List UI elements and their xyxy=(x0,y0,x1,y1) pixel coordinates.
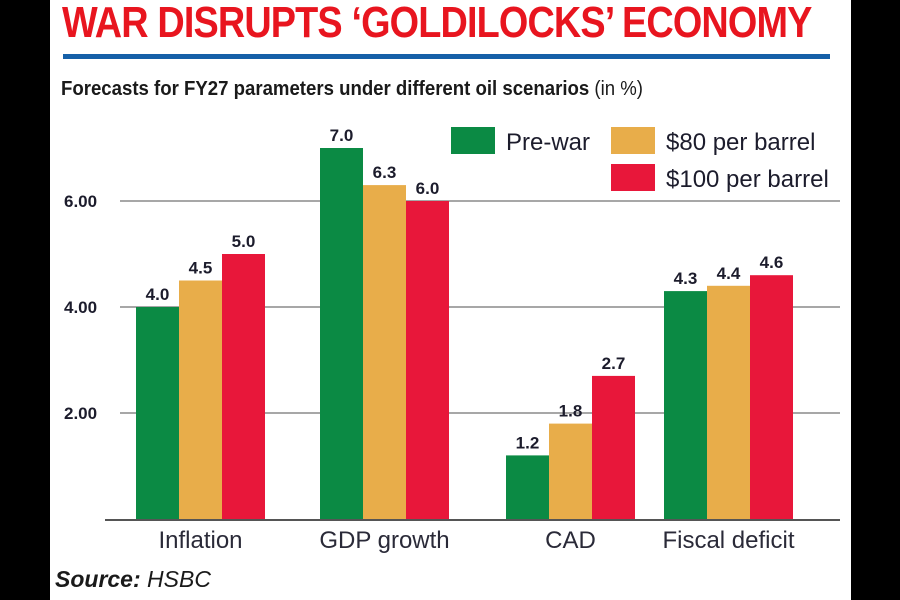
data-label: 4.5 xyxy=(189,259,213,278)
category-label: Fiscal deficit xyxy=(662,527,794,554)
bar xyxy=(222,254,265,519)
data-label: 5.0 xyxy=(232,232,256,251)
bar xyxy=(707,285,750,519)
bar xyxy=(363,185,406,519)
subtitle-unit: (in %) xyxy=(594,78,643,100)
legend-swatch xyxy=(451,127,495,154)
legend-swatch xyxy=(611,127,655,154)
bar xyxy=(320,148,363,519)
y-axis-ticks: 2.00 4.00 6.00 xyxy=(64,192,97,423)
x-axis-labels: Inflation GDP growth CAD Fiscal deficit xyxy=(158,527,794,554)
y-tick-label: 2.00 xyxy=(64,404,97,423)
category-label: CAD xyxy=(545,527,596,554)
legend-label: $100 per barrel xyxy=(666,166,829,193)
data-label: 4.4 xyxy=(717,264,741,283)
bar xyxy=(750,275,793,519)
data-label: 2.7 xyxy=(602,354,626,373)
bar xyxy=(136,307,179,519)
y-tick-label: 4.00 xyxy=(64,298,97,317)
legend-label: Pre-war xyxy=(506,129,590,156)
data-label: 4.3 xyxy=(674,269,698,288)
subtitle-text: Forecasts for FY27 parameters under diff… xyxy=(61,78,590,100)
bar xyxy=(179,280,222,519)
data-label: 7.0 xyxy=(330,126,354,145)
legend: Pre-war $80 per barrel $100 per barrel xyxy=(451,127,829,193)
data-label: 1.8 xyxy=(559,402,583,421)
legend-swatch xyxy=(611,164,655,191)
source-value: HSBC xyxy=(147,566,211,592)
source-label: Source: xyxy=(55,566,141,592)
bar xyxy=(406,201,449,519)
source-note: Source: HSBC xyxy=(55,566,211,593)
bar xyxy=(549,423,592,519)
legend-label: $80 per barrel xyxy=(666,129,815,156)
bar xyxy=(506,455,549,519)
bar xyxy=(592,375,635,519)
bars xyxy=(136,148,793,519)
category-label: GDP growth xyxy=(319,527,449,554)
data-label: 4.6 xyxy=(760,253,784,272)
data-label: 4.0 xyxy=(146,285,170,304)
data-label: 1.2 xyxy=(516,433,540,452)
headline: WAR DISRUPTS ‘GOLDILOCKS’ ECONOMY xyxy=(62,0,812,47)
bar xyxy=(664,291,707,519)
category-label: Inflation xyxy=(158,527,242,554)
headline-rule xyxy=(63,54,830,59)
data-label: 6.0 xyxy=(416,179,440,198)
data-label: 6.3 xyxy=(373,163,397,182)
chart-subtitle: Forecasts for FY27 parameters under diff… xyxy=(61,78,643,101)
data-labels: 4.0 4.5 5.0 7.0 6.3 6.0 1.2 1.8 2.7 4.3 4.4 4.6 xyxy=(146,126,784,452)
y-tick-label: 6.00 xyxy=(64,192,97,211)
